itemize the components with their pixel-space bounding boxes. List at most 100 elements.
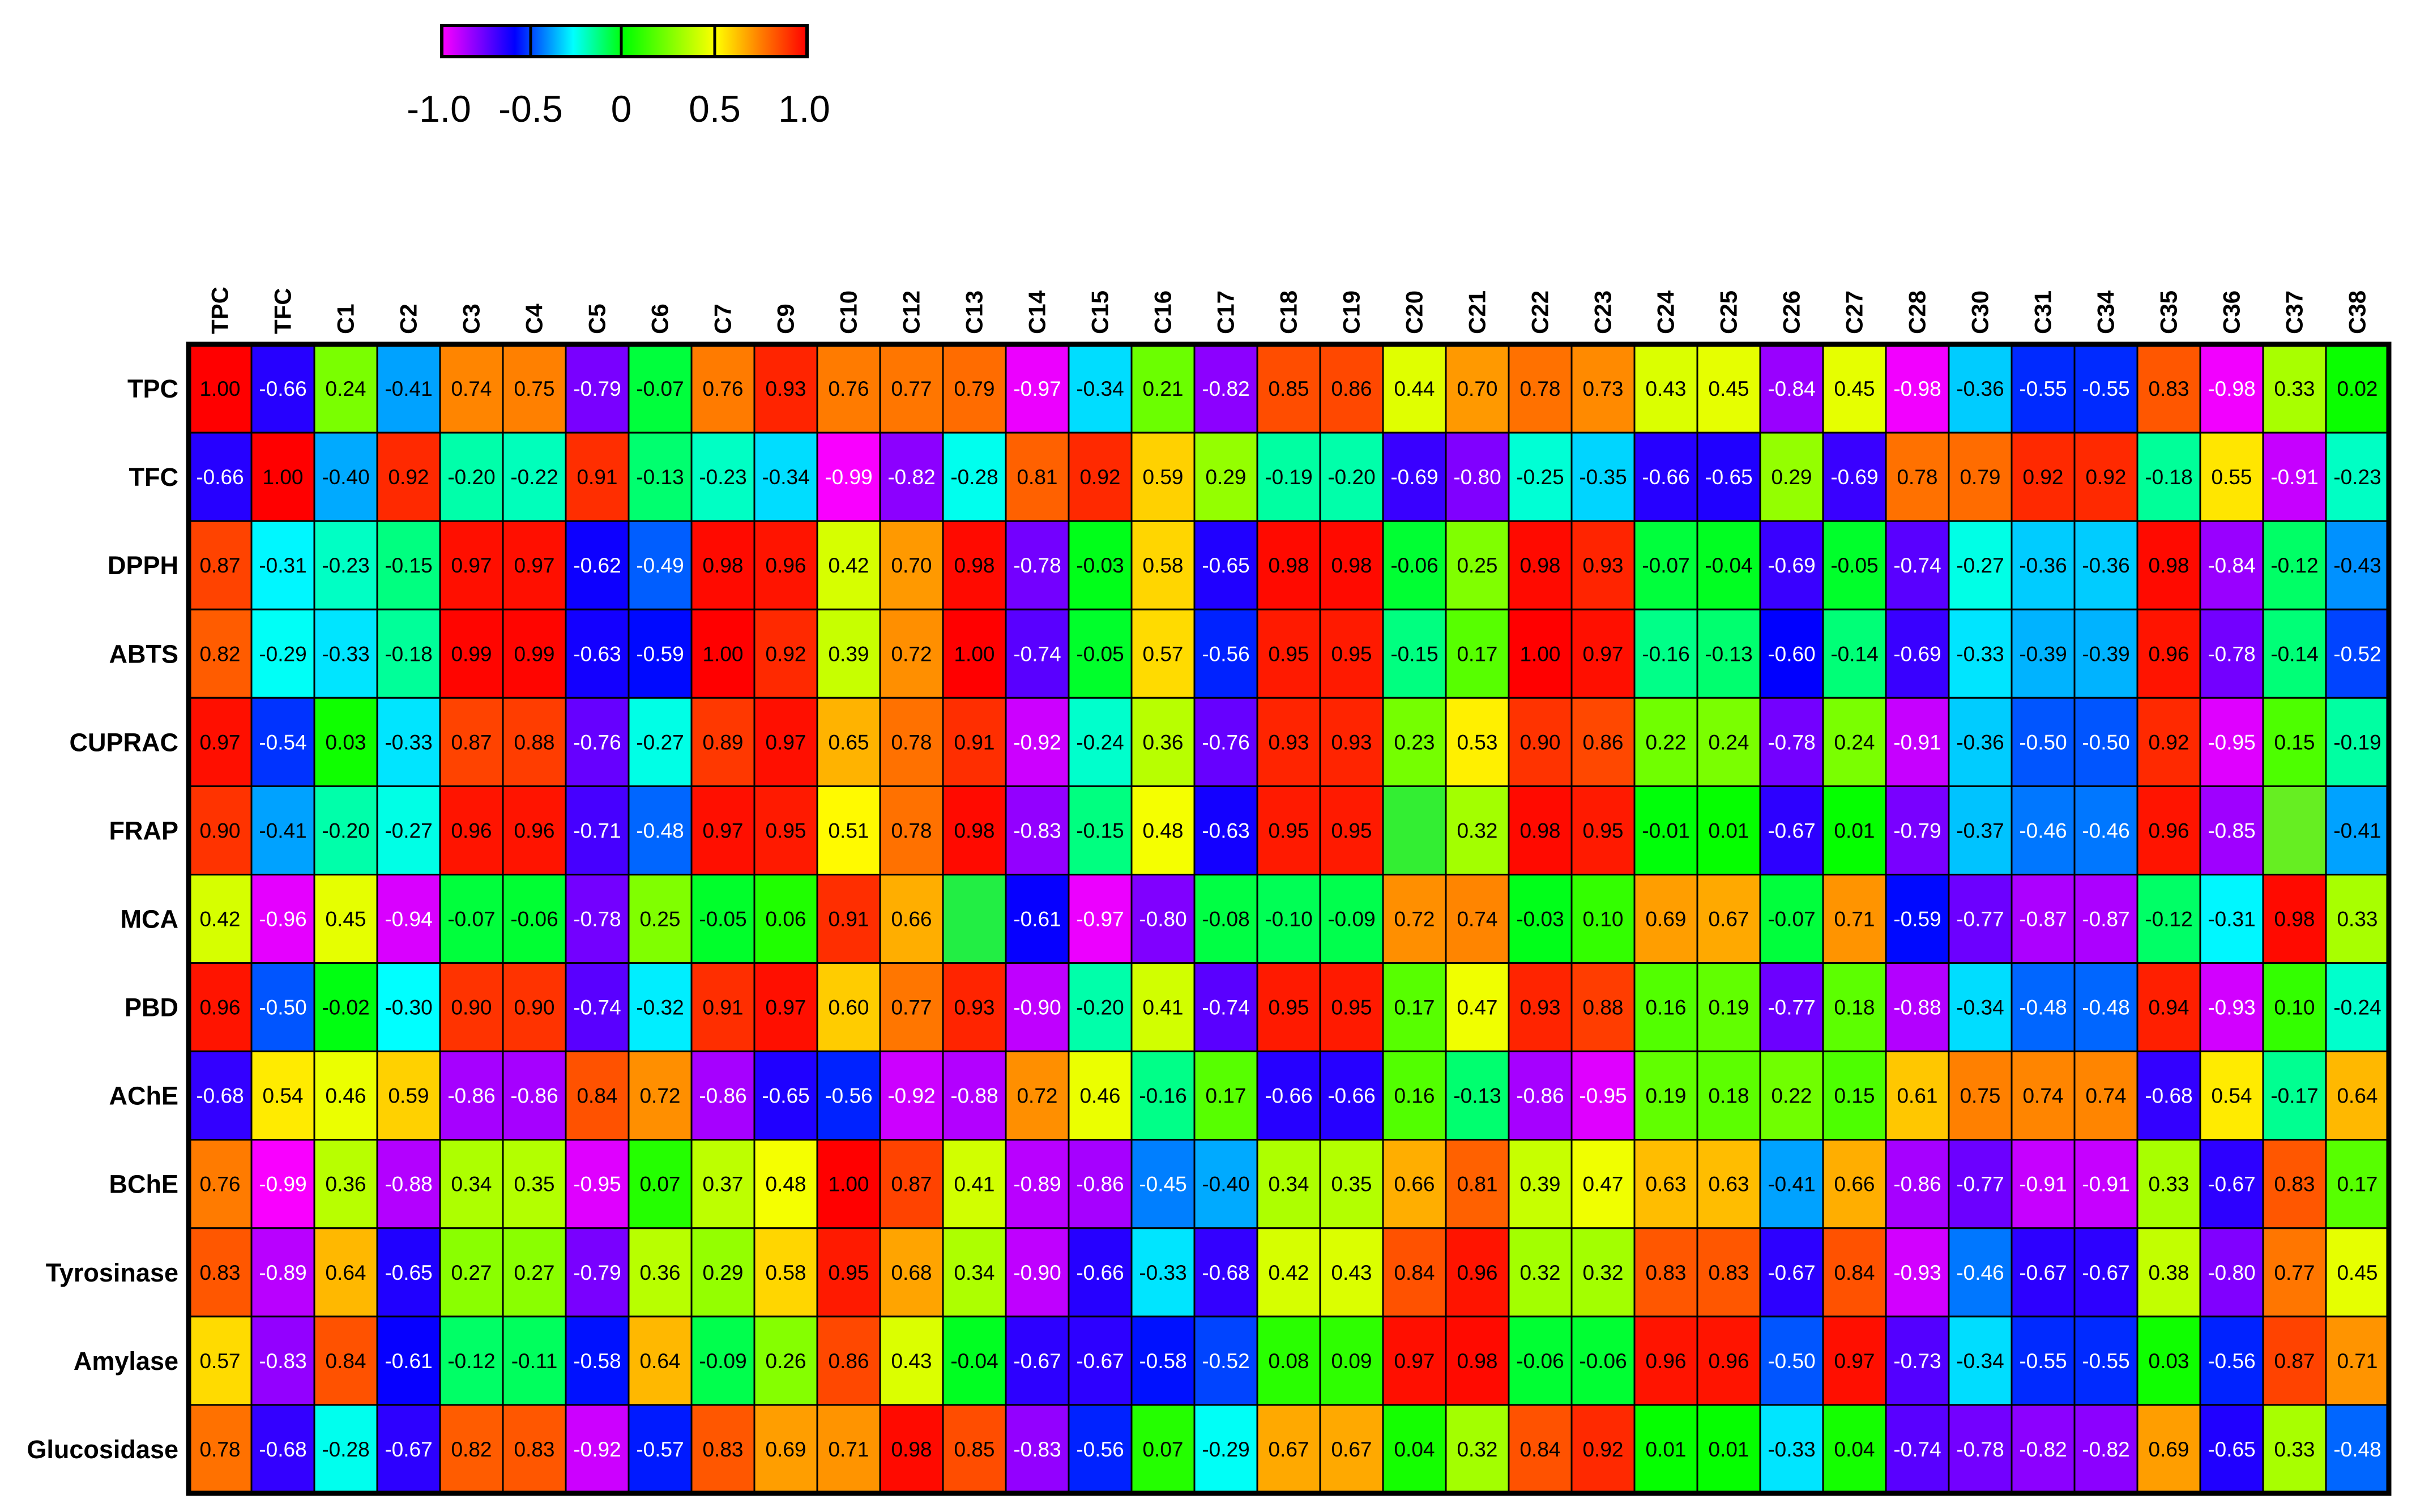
- heatmap-cell: [1319, 1315, 1384, 1406]
- heatmap-cell: [1885, 697, 1950, 787]
- cell-value-label: 0.25: [1457, 554, 1497, 577]
- heatmap-cell: [250, 962, 315, 1053]
- heatmap-cell: [502, 697, 567, 787]
- cell-value-label: -0.34: [1956, 996, 2004, 1019]
- heatmap-cell: [1822, 432, 1887, 522]
- cell-value-label: -0.68: [2145, 1084, 2192, 1108]
- heatmap-cell: [2262, 1404, 2327, 1494]
- cell-value-label: -0.68: [259, 1438, 306, 1461]
- cell-value-label: -0.67: [1013, 1349, 1061, 1373]
- heatmap-cell: [2011, 785, 2076, 875]
- cell-value-label: -0.29: [1202, 1438, 1249, 1461]
- column-label: C27: [1841, 291, 1868, 334]
- cell-value-label: -0.40: [322, 465, 369, 489]
- heatmap-cell: [1068, 343, 1133, 434]
- heatmap-cell: [1130, 520, 1196, 610]
- cell-value-label: 0.76: [828, 377, 869, 400]
- cell-value-label: 1.00: [1519, 642, 1560, 665]
- cell-value-label: 0.34: [451, 1173, 492, 1196]
- heatmap-cell: [565, 785, 630, 875]
- cell-value-label: -0.19: [1265, 465, 1312, 489]
- column-labels: TPC TFC C1 C2 C3 C4 C5 C6 C7 C9 C10 C12 C13 C14 C15 C16…: [207, 287, 2371, 334]
- heatmap-cell: [2262, 1139, 2327, 1229]
- cell-value-label: 0.17: [2337, 1173, 2377, 1196]
- cell-value-label: 0.29: [702, 1261, 743, 1284]
- cell-value-label: -0.90: [1013, 996, 1061, 1019]
- cell-value-label: -0.97: [1076, 908, 1124, 931]
- heatmap-cell: [753, 1050, 818, 1141]
- cell-value-label: -0.03: [1076, 554, 1124, 577]
- cell-value-label: 0.54: [2211, 1084, 2252, 1108]
- cell-value-label: -0.86: [510, 1084, 558, 1108]
- heatmap-cell: [1193, 520, 1258, 610]
- cell-value-label: 0.85: [954, 1438, 994, 1461]
- cell-value-label: 0.91: [828, 908, 869, 931]
- heatmap-cell: [2073, 343, 2138, 434]
- cell-value-label: 0.97: [1834, 1349, 1875, 1373]
- heatmap-cell: [1948, 1227, 2013, 1318]
- cell-value-label: -0.07: [636, 377, 684, 400]
- heatmap-cell: [1445, 962, 1510, 1053]
- cell-value-label: 0.96: [2148, 642, 2189, 665]
- cell-value-label: 0.43: [1331, 1261, 1372, 1284]
- column-label: C7: [710, 304, 736, 334]
- colorbar-tick-label: 0: [611, 88, 632, 130]
- heatmap-cell: [1759, 962, 1824, 1053]
- cell-value-label: 0.24: [1708, 731, 1749, 754]
- cell-value-label: 0.98: [1519, 554, 1560, 577]
- cell-value-label: 0.96: [451, 819, 492, 842]
- cell-value-label: -0.78: [2208, 642, 2255, 665]
- heatmap-cell: [1570, 608, 1636, 699]
- cell-value-label: -0.20: [1327, 465, 1375, 489]
- cell-value-label: 0.96: [765, 554, 806, 577]
- cell-value-label: 0.78: [199, 1438, 240, 1461]
- column-label: C26: [1778, 291, 1805, 334]
- cell-value-label: -0.13: [636, 465, 684, 489]
- cell-value-label: 0.85: [1268, 377, 1309, 400]
- heatmap-cell: [250, 520, 315, 610]
- cell-value-label: 0.47: [1582, 1173, 1623, 1196]
- cell-value-label: 0.33: [2274, 377, 2315, 400]
- heatmap-cell: [1570, 873, 1636, 964]
- cell-value-label: 0.92: [2085, 465, 2126, 489]
- cell-value-label: -0.27: [385, 819, 432, 842]
- cell-value-label: -0.66: [1327, 1084, 1375, 1108]
- cell-value-label: -0.02: [322, 996, 369, 1019]
- cell-value-label: 0.33: [2337, 908, 2377, 931]
- cell-value-label: -0.48: [636, 819, 684, 842]
- cell-value-label: -0.09: [699, 1349, 746, 1373]
- cell-value-label: 0.66: [1834, 1173, 1875, 1196]
- heatmap-cell: [1570, 1050, 1636, 1141]
- cell-value-label: -0.54: [259, 731, 306, 754]
- cell-value-label: 0.92: [2022, 465, 2063, 489]
- cell-value-label: 0.70: [891, 554, 932, 577]
- cell-value-label: -0.34: [762, 465, 809, 489]
- cell-value-label: -0.31: [2208, 908, 2255, 931]
- cell-value-label: 0.42: [199, 908, 240, 931]
- heatmap-cell: [1445, 1315, 1510, 1406]
- heatmap-cell: [1130, 432, 1196, 522]
- heatmap-cell: [1759, 873, 1824, 964]
- cell-value-label: -0.66: [1265, 1084, 1312, 1108]
- heatmap-cell: [942, 432, 1007, 522]
- cell-value-label: 0.03: [325, 731, 366, 754]
- cell-value-label: 0.22: [1645, 731, 1686, 754]
- cell-value-label: 0.70: [1457, 377, 1497, 400]
- heatmap-cell: [628, 343, 693, 434]
- cell-value-label: 0.95: [1268, 996, 1309, 1019]
- heatmap-cell: [1068, 962, 1133, 1053]
- heatmap-cell: [2073, 1315, 2138, 1406]
- cell-value-label: 0.21: [1142, 377, 1183, 400]
- heatmap-cell: [2262, 697, 2327, 787]
- heatmap-cell: [1759, 343, 1824, 434]
- cell-value-label: -0.50: [2082, 731, 2129, 754]
- cell-value-label: -0.57: [636, 1438, 684, 1461]
- heatmap-cell: [816, 432, 881, 522]
- cell-value-label: -0.74: [1893, 1438, 1941, 1461]
- heatmap-cell: [1885, 962, 1950, 1053]
- heatmap-cell: [1319, 785, 1384, 875]
- cell-value-label: -0.23: [322, 554, 369, 577]
- heatmap-cell: [1130, 608, 1196, 699]
- heatmap-cell: [879, 432, 944, 522]
- cell-value-label: 0.83: [2148, 377, 2189, 400]
